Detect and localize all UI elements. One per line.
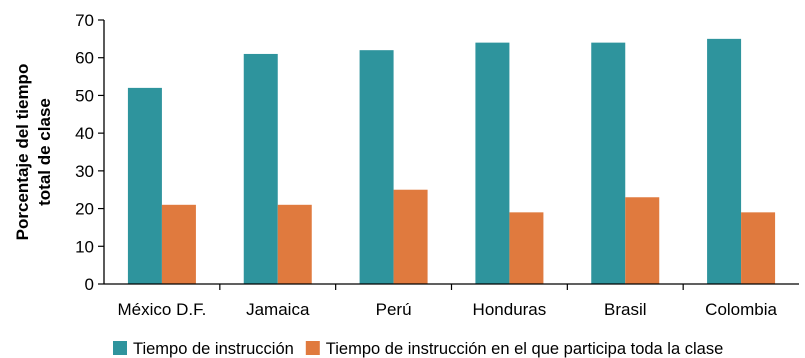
bar-series-2-2 [277,204,312,284]
y-axis-title-line-2: total de clase [35,98,54,206]
bar-series-2-6 [741,212,776,284]
x-tick-label-4: Honduras [473,300,547,319]
bars [127,38,776,284]
legend-swatch-1 [113,341,127,355]
legend-swatch-2 [305,341,320,355]
x-tick-label-1: México D.F. [118,300,207,319]
bar-series-1-2 [243,53,278,284]
y-tick-label-5: 40 [75,124,94,143]
axes [103,20,799,285]
x-tick-label-2: Jamaica [246,300,310,319]
x-tick-label-3: Perú [376,300,412,319]
bar-series-1-6 [707,38,742,284]
bar-series-1-3 [359,50,394,284]
y-tick-label-2: 10 [75,237,94,256]
bar-series-2-1 [161,204,196,284]
y-axis-title: Porcentaje del tiempo total de clase [13,64,54,241]
bar-series-2-3 [393,189,428,284]
y-tick-label-6: 50 [75,86,94,105]
x-ticks: México D.F. Jamaica Perú Honduras Brasil Colo… [118,284,778,319]
legend-label-1: Tiempo de instrucción [133,340,294,358]
y-ticks: 0 10 20 30 40 50 60 70 [75,11,104,294]
bar-series-1-4 [475,42,510,284]
bar-series-2-4 [509,212,544,284]
legend: Tiempo de instrucción Tiempo de instrucci… [113,340,723,358]
bar-series-2-5 [625,197,660,284]
x-tick-label-6: Colombia [705,300,777,319]
x-tick-label-5: Brasil [604,300,647,319]
y-axis-title-line-1: Porcentaje del tiempo [13,64,32,241]
y-tick-label-4: 30 [75,162,94,181]
y-tick-label-7: 60 [75,49,94,68]
bar-series-1-1 [127,87,162,284]
bar-series-1-5 [591,42,626,284]
y-tick-label-8: 70 [75,11,94,30]
legend-label-2: Tiempo de instrucción en el que particip… [326,340,723,358]
y-tick-label-3: 20 [75,200,94,219]
y-tick-label-1: 0 [85,275,94,294]
